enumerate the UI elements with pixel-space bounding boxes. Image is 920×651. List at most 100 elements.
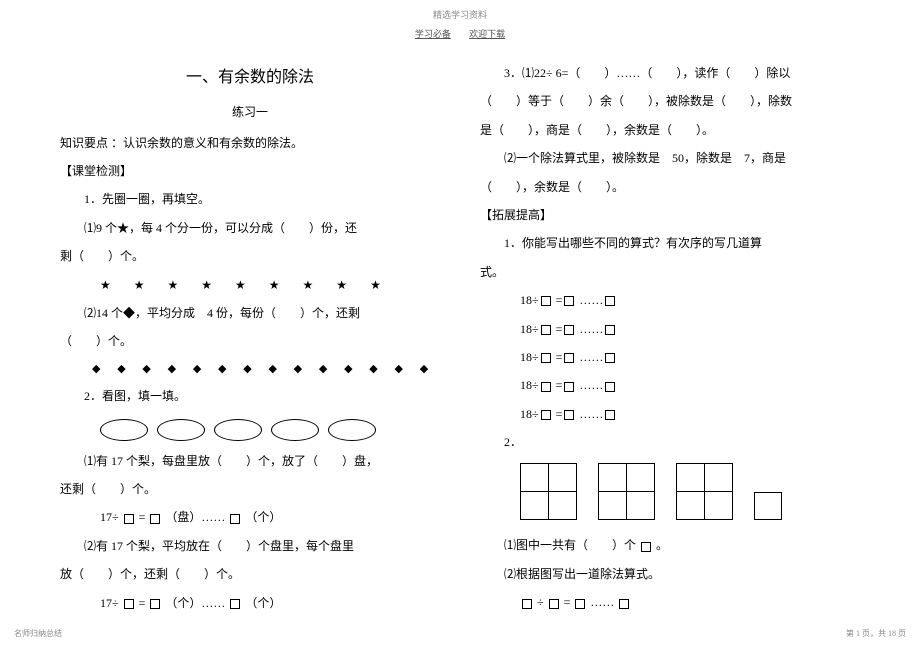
header-sub-right: 欢迎下载 (461, 29, 513, 39)
eq-text: …… (579, 322, 603, 336)
q2-1-end: 。 (656, 538, 668, 552)
eq-text: = (139, 510, 146, 524)
eq-text: = (564, 595, 571, 609)
blank-box (564, 296, 574, 306)
blank-box (605, 353, 615, 363)
blank-box (230, 599, 240, 609)
blank-box (522, 599, 532, 609)
eq-text: 18÷ (520, 322, 539, 336)
section-extension: 【拓展提高】 (480, 202, 860, 228)
equation-18-row: 18÷ = …… (480, 287, 860, 313)
eq-text: （个） (245, 510, 281, 524)
blank-box (564, 382, 574, 392)
star-row: ★ ★ ★ ★ ★ ★ ★ ★ ★ (60, 272, 440, 298)
q3-line-c: 是（ ），商是（ ），余数是（ ）。 (480, 117, 860, 143)
blank-box (541, 410, 551, 420)
eq-text: ÷ (537, 595, 544, 609)
eq-text: = (139, 596, 146, 610)
blank-box (619, 599, 629, 609)
grid-figure (480, 463, 860, 520)
q1-1-line-b: 剩（ ）个。 (60, 243, 440, 269)
header-sub-left: 学习必备 (407, 29, 459, 39)
q1-1-line-a: ⑴9 个★，每 4 个分一份，可以分成（ ）份，还 (60, 215, 440, 241)
oval-shape (157, 419, 205, 441)
page-content: 一、有余数的除法 练习一 知识要点 ：认识余数的意义和有余数的除法。 【课堂检测… (0, 40, 920, 618)
eq-text: = (556, 322, 563, 336)
eq-text: …… (590, 595, 614, 609)
header-source: 精选学习资料 (0, 0, 920, 21)
blank-box (605, 410, 615, 420)
q3-line-a: 3．⑴22÷ 6=（ ）……（ ），读作（ ）除以 (480, 60, 860, 86)
oval-row (60, 415, 440, 441)
eq-text: 18÷ (520, 407, 539, 421)
q2-1-line-b: 还剩（ ）个。 (60, 476, 440, 502)
footer-left: 名师归纳总结 (14, 628, 62, 639)
blank-box (605, 382, 615, 392)
eq-text: 18÷ (520, 378, 539, 392)
eq-text: （个）…… (165, 596, 225, 610)
equation-18-row: 18÷ = …… (480, 372, 860, 398)
eq-text: = (556, 407, 563, 421)
eq-text: （盘）…… (165, 510, 225, 524)
eq-text: …… (579, 378, 603, 392)
eq-text: …… (579, 350, 603, 364)
eq-text: …… (579, 293, 603, 307)
section-classroom-check: 【课堂检测】 (60, 158, 440, 184)
equation-1: 17÷ = （盘）…… （个） (60, 504, 440, 530)
q1-2-line-b: （ ）个。 (60, 328, 440, 354)
left-column: 一、有余数的除法 练习一 知识要点 ：认识余数的意义和有余数的除法。 【课堂检测… (60, 60, 440, 618)
blank-box (575, 599, 585, 609)
final-equation: ÷ = …… (480, 589, 860, 615)
q3-line-b: （ ）等于（ ）余（ ），被除数是（ ），除数 (480, 88, 860, 114)
eq-text: 18÷ (520, 293, 539, 307)
equation-18-row: 18÷ = …… (480, 344, 860, 370)
blank-box (541, 296, 551, 306)
ext-q2-2: ⑵根据图写出一道除法算式。 (480, 561, 860, 587)
blank-box (564, 325, 574, 335)
q3-2-line-a: ⑵一个除法算式里，被除数是 50，除数是 7，商是 (480, 145, 860, 171)
single-square (754, 492, 782, 520)
diamond-row: ◆ ◆ ◆ ◆ ◆ ◆ ◆ ◆ ◆ ◆ ◆ ◆ ◆ ◆ (60, 357, 440, 381)
oval-shape (271, 419, 319, 441)
ext-q2-title: 2． (480, 429, 860, 455)
grid-2x2 (520, 463, 577, 520)
oval-shape (328, 419, 376, 441)
eq-text: = (556, 378, 563, 392)
blank-box (230, 514, 240, 524)
blank-box (541, 325, 551, 335)
footer-page-number: 第 1 页，共 18 页 (846, 628, 906, 639)
q1-title: 1．先圈一圈，再填空。 (60, 186, 440, 212)
eq-text: …… (579, 407, 603, 421)
blank-box (124, 599, 134, 609)
blank-box (641, 542, 651, 552)
blank-box (150, 599, 160, 609)
q3-2-line-b: （ ），余数是（ ）。 (480, 174, 860, 200)
grid-2x2 (676, 463, 733, 520)
q2-1-text: ⑴图中一共有（ ）个 (504, 538, 636, 552)
equation-18-row: 18÷ = …… (480, 316, 860, 342)
eq-text: （个） (245, 596, 281, 610)
q2-1-line-a: ⑴有 17 个梨，每盘里放（ ）个，放了（ ）盘， (60, 448, 440, 474)
eq-text: = (556, 293, 563, 307)
eq-text: 17÷ (100, 510, 119, 524)
blank-box (124, 514, 134, 524)
chapter-title: 一、有余数的除法 (60, 60, 440, 95)
blank-box (541, 382, 551, 392)
q1-2-line-a: ⑵14 个◆，平均分成 4 份，每份（ ）个，还剩 (60, 300, 440, 326)
q2-2-line-b: 放（ ）个，还剩（ ）个。 (60, 561, 440, 587)
eq-text: = (556, 350, 563, 364)
right-column: 3．⑴22÷ 6=（ ）……（ ），读作（ ）除以 （ ）等于（ ）余（ ），被… (480, 60, 860, 618)
q2-title: 2．看图，填一填。 (60, 383, 440, 409)
oval-shape (100, 419, 148, 441)
blank-box (549, 599, 559, 609)
oval-shape (214, 419, 262, 441)
q2-2-line-a: ⑵有 17 个梨，平均放在（ ）个盘里，每个盘里 (60, 533, 440, 559)
eq-text: 18÷ (520, 350, 539, 364)
eq-text: 17÷ (100, 596, 119, 610)
blank-box (564, 410, 574, 420)
blank-box (605, 296, 615, 306)
grid-2x2 (598, 463, 655, 520)
practice-title: 练习一 (60, 99, 440, 125)
ext-q1-line-a: 1．你能写出哪些不同的算式？有次序的写几道算 (480, 230, 860, 256)
equation-2: 17÷ = （个）…… （个） (60, 590, 440, 616)
